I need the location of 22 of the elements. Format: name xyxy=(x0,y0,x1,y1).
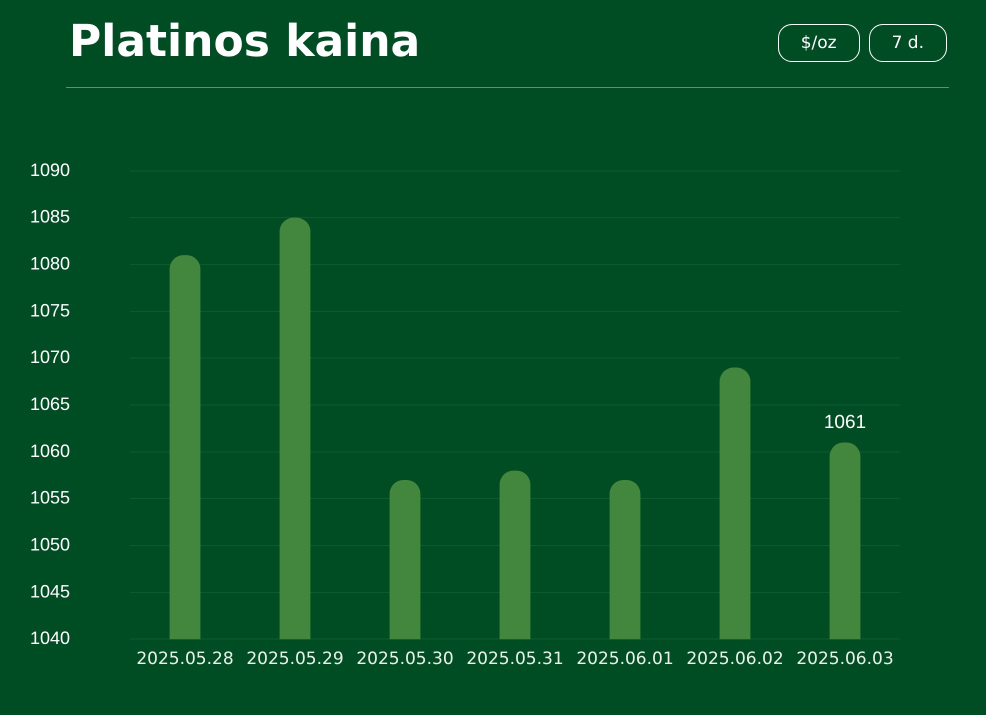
y-tick-label: 1085 xyxy=(30,206,70,227)
text: $/oz xyxy=(778,24,860,62)
data-label: 1061 xyxy=(824,412,866,434)
x-tick-label: 2025.05.28 xyxy=(136,648,234,669)
y-tick-label: 1055 xyxy=(30,488,70,508)
y-tick-label: 1075 xyxy=(30,300,70,320)
y-tick-label: 1045 xyxy=(30,581,70,602)
y-tick-label: 1070 xyxy=(30,347,70,368)
y-tick-label: 1050 xyxy=(30,534,70,554)
y-tick-label: 1040 xyxy=(30,628,70,648)
x-tick-label: 2025.05.30 xyxy=(356,648,454,669)
y-tick-label: 1060 xyxy=(30,440,70,461)
text: 7 d. xyxy=(868,24,947,62)
x-tick-label: 2025.06.01 xyxy=(576,648,674,669)
y-tick-label: 1090 xyxy=(30,160,70,180)
x-tick-label: 2025.05.31 xyxy=(466,648,564,669)
y-tick-label: 1065 xyxy=(30,394,70,414)
chart-title: Platinos kaina xyxy=(69,16,420,67)
x-tick-label: 2025.06.02 xyxy=(686,648,784,669)
y-tick-label: 1080 xyxy=(30,253,70,274)
x-tick-label: 2025.05.29 xyxy=(246,648,344,669)
x-tick-label: 2025.06.03 xyxy=(796,648,894,669)
